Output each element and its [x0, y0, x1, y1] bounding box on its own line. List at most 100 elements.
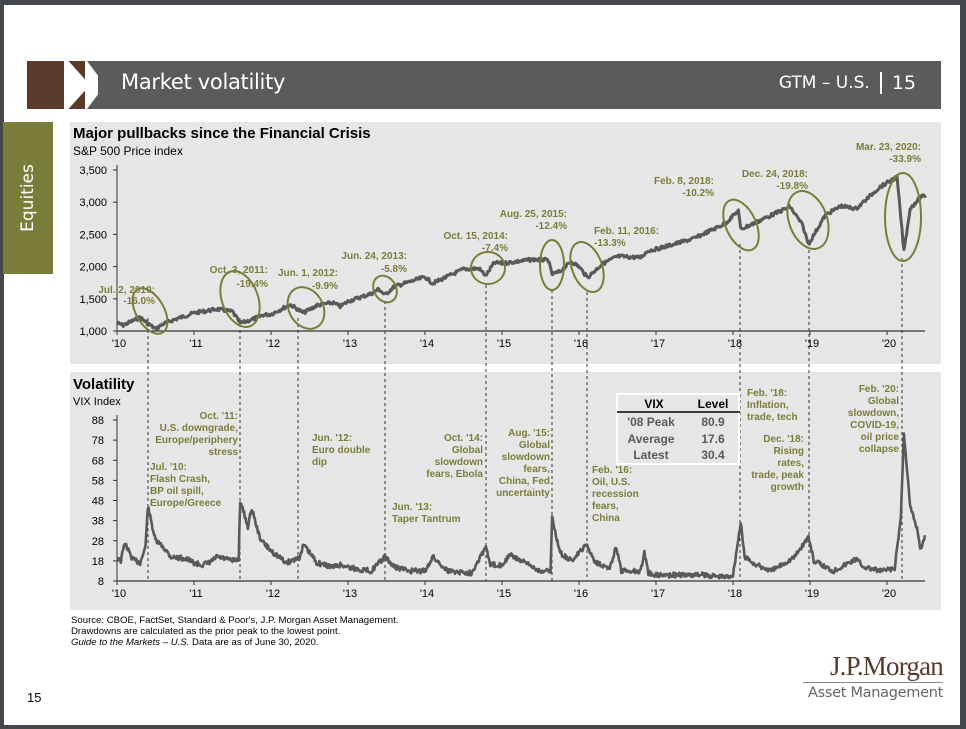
vix-title: Volatility — [73, 376, 135, 393]
sp500-series — [116, 174, 927, 332]
vix-line — [116, 432, 927, 580]
vix-event-annotation: trade, tech — [747, 412, 798, 423]
y-tick-label: 28 — [92, 536, 104, 548]
vix-panel — [70, 372, 941, 610]
vix-event-annotation: fears, — [523, 464, 550, 475]
y-tick-label: 68 — [92, 455, 104, 467]
vix-event-annotation: Dec. '18: — [763, 434, 804, 445]
vix-event-annotation: slowdown — [502, 452, 550, 463]
sp500-axes: 1,000 1,500 2,000 2,500 3,000 3,500 '10 '11 '12 '… — [79, 165, 925, 350]
x-tick-label: '11 — [189, 338, 203, 350]
footnote-source: Source: CBOE, FactSet, Standard & Poor's… — [71, 615, 399, 626]
footnote-drawdowns: Drawdowns are calculated as the prior pe… — [71, 626, 341, 637]
header-section: GTM – U.S. 15 — [779, 72, 916, 94]
vix-event-annotation: fears, Ebola — [426, 469, 483, 480]
header-chevron-gap — [64, 56, 90, 114]
pullback-date: Dec. 24, 2018: — [742, 169, 808, 180]
vix-event-annotation: U.S. downgrade, — [160, 423, 239, 434]
y-tick-label: 2,000 — [79, 262, 107, 274]
logo-rule — [803, 682, 943, 683]
sp500-annotations: Jul. 2, 2010:-16.0% Oct. 3, 2011: -19.4% Ju… — [98, 142, 921, 307]
vix-event-annotation: BP oil spill, — [150, 486, 204, 497]
x-tick-label: '11 — [189, 588, 203, 600]
y-tick-label: 1,000 — [79, 326, 107, 338]
vix-table-row-label: '08 Peak — [627, 415, 675, 429]
vix-series — [116, 432, 927, 580]
vix-event-annotation: Feb. '18: — [747, 388, 787, 399]
vix-event-annotation: Euro double — [312, 445, 371, 456]
logo-wordmark: J.P.Morgan — [829, 651, 944, 681]
pullback-date: Mar. 23, 2020: — [856, 142, 921, 153]
footnotes: Source: CBOE, FactSet, Standard & Poor's… — [71, 615, 398, 648]
pullback-ellipse — [722, 198, 760, 252]
pullback-ellipse — [539, 239, 565, 291]
pullback-ellipse — [884, 172, 922, 262]
x-tick-label: '19 — [805, 588, 819, 600]
x-tick-label: '12 — [266, 338, 280, 350]
footnote-as-of: Data are as of June 30, 2020. — [189, 637, 319, 648]
y-tick-label: 8 — [98, 576, 104, 588]
pullback-ellipse — [219, 270, 261, 328]
y-tick-label: 48 — [92, 496, 104, 508]
vix-event-annotation: rates, — [777, 458, 804, 469]
pullback-ellipse — [372, 274, 398, 304]
vix-table-row-label: Latest — [633, 448, 668, 462]
vix-event-annotation: recession — [592, 489, 639, 500]
pullback-drawdown: -33.9% — [889, 154, 921, 165]
vix-event-annotation: uncertainty — [496, 488, 550, 499]
vix-event-annotation: dip — [312, 457, 327, 468]
vix-event-annotation: Feb. '20: — [859, 384, 899, 395]
vix-event-annotation: Europe/periphery — [155, 435, 238, 446]
y-tick-label: 58 — [92, 475, 104, 487]
vix-event-annotation: Flash Crash, — [150, 474, 210, 485]
vix-table-header-vix: VIX — [644, 397, 663, 411]
vix-event-annotation: Oil, U.S. — [592, 477, 631, 488]
vix-event-annotation: Oct. '14: — [444, 433, 483, 444]
pullback-date: Jun. 24, 2013: — [341, 251, 407, 262]
header-notch — [87, 61, 105, 109]
pullback-drawdown: -10.2% — [682, 188, 714, 199]
vix-table-row-value: 80.9 — [701, 415, 725, 429]
header-bar — [98, 61, 941, 109]
sp500-title: Major pullbacks since the Financial Cris… — [73, 125, 371, 142]
vix-event-annotation: fears, — [592, 501, 619, 512]
footnote-guide-title: Guide to the Markets – U.S. — [71, 637, 190, 648]
vix-event-annotation: Jun. '12: — [312, 433, 352, 444]
vix-event-annotation: Global — [519, 440, 550, 451]
x-tick-label: '20 — [882, 588, 896, 600]
y-tick-label: 38 — [92, 516, 104, 528]
x-tick-label: '17 — [651, 338, 665, 350]
vix-table-header-level: Level — [698, 397, 729, 411]
x-tick-label: '16 — [574, 588, 588, 600]
vix-table-row-value: 30.4 — [701, 448, 725, 462]
pullback-date: Feb. 11, 2016: — [594, 226, 659, 237]
vix-event-annotation: Oct. '11: — [199, 411, 238, 422]
y-tick-label: 2,500 — [79, 229, 107, 241]
side-tab — [3, 122, 53, 274]
sp500-panel — [70, 122, 941, 364]
y-tick-label: 18 — [92, 556, 104, 568]
vix-event-annotation: China — [592, 513, 620, 524]
vix-event-annotation: collapse — [859, 444, 899, 455]
vix-event-annotation: COVID-19, — [850, 420, 899, 431]
pullback-date: Jun. 1, 2012: — [278, 268, 338, 279]
pullback-ellipse — [470, 251, 506, 285]
y-tick-label: 88 — [92, 415, 104, 427]
vix-event-annotation: stress — [209, 447, 239, 458]
pullback-drawdown: -5.8% — [381, 264, 407, 275]
header-divider — [879, 72, 882, 94]
vix-event-annotation: slowdown — [435, 457, 483, 468]
x-tick-label: '18 — [728, 338, 742, 350]
pullback-date: Oct. 15, 2014: — [444, 231, 508, 242]
vix-event-annotation: Jul. '10: — [150, 462, 187, 473]
x-tick-label: '13 — [343, 588, 357, 600]
pullback-drawdown: -13.3% — [594, 238, 626, 249]
vix-axes: 8 18 28 38 48 58 68 78 88 '10 '11 '12 '13 '14 '15 '16 '1… — [92, 415, 925, 600]
sp500-pullback-ellipses — [131, 172, 922, 335]
pullback-ellipse — [569, 241, 605, 293]
vix-event-annotation: trade, peak — [751, 470, 804, 481]
page-title: Market volatility — [121, 70, 286, 94]
vix-table: VIX Level '08 Peak 80.9 Average 17.6 Lat… — [616, 393, 740, 465]
jpmorgan-logo: J.P.Morgan Asset Management — [803, 651, 944, 702]
